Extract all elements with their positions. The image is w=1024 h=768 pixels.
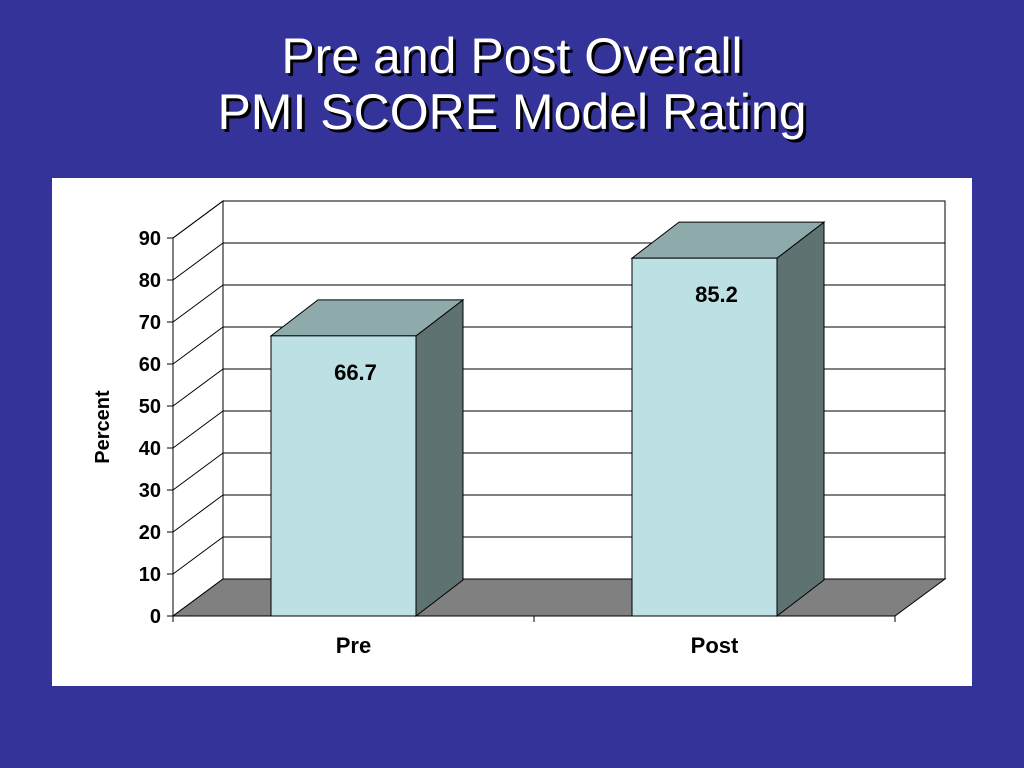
x-tick-label-pre: Pre	[336, 633, 371, 658]
side-gridline	[172, 494, 224, 533]
y-tick-label: 50	[139, 396, 161, 418]
y-axis-title: Percent	[92, 390, 114, 464]
y-tick-label: 30	[139, 480, 161, 502]
bar-pre-side	[415, 298, 464, 618]
slide-title-line-2: PMI SCORE Model Rating	[217, 84, 807, 140]
side-wall	[172, 200, 224, 617]
y-tick-label: 20	[139, 522, 161, 544]
side-gridline	[172, 284, 224, 323]
side-gridline	[172, 368, 224, 407]
x-tick-label-post: Post	[691, 633, 739, 658]
bar-chart: 0 10 20 30 40 50 60 70 80 90 66.7 Pre 85.2 Post Percen…	[92, 200, 947, 658]
side-gridline	[172, 242, 224, 281]
data-label-post: 85.2	[695, 282, 738, 307]
side-gridline	[172, 200, 224, 239]
y-tick-label: 80	[139, 270, 161, 292]
bar-pre	[270, 335, 417, 617]
side-gridline	[172, 410, 224, 449]
slide-title: Pre and Post Overall PMI SCORE Model Rat…	[0, 28, 1024, 140]
bar-post-side	[776, 221, 825, 618]
y-tick-label: 10	[139, 564, 161, 586]
side-gridline	[172, 326, 224, 365]
y-tick-label: 0	[150, 606, 161, 628]
side-gridline	[172, 536, 224, 575]
chart-panel: 0 10 20 30 40 50 60 70 80 90 66.7 Pre 85.2 Post Percen…	[52, 178, 972, 686]
data-label-pre: 66.7	[334, 360, 377, 385]
y-tick-label: 70	[139, 312, 161, 334]
y-tick-label: 90	[139, 228, 161, 250]
bar-post	[631, 257, 778, 617]
slide-title-line-1: Pre and Post Overall	[281, 28, 743, 84]
side-gridline	[172, 452, 224, 491]
y-tick-label: 60	[139, 354, 161, 376]
y-tick-label: 40	[139, 438, 161, 460]
